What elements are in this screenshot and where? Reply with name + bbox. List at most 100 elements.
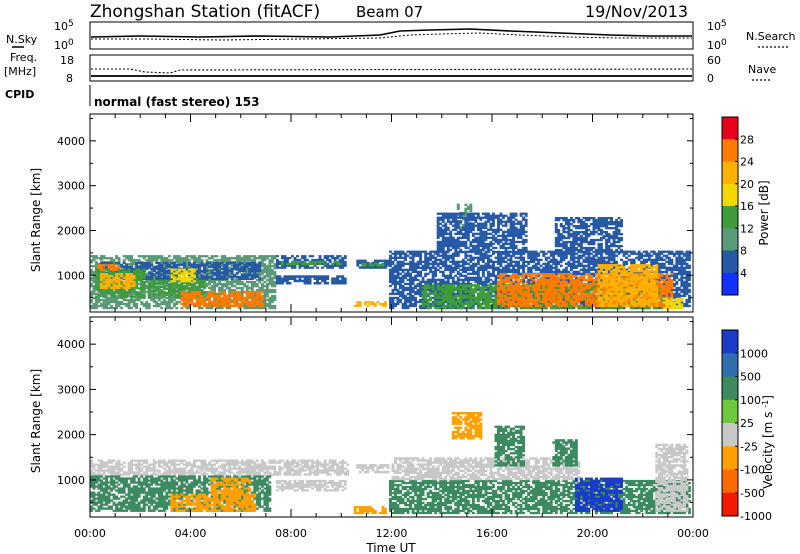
range-gate-cell <box>401 268 405 271</box>
range-gate-cell <box>502 266 505 269</box>
range-gate-cell <box>157 304 161 308</box>
range-gate-cell <box>562 270 566 273</box>
range-gate-cell <box>404 272 407 275</box>
range-gate-cell <box>225 296 229 300</box>
range-gate-cell <box>301 264 304 267</box>
range-gate-cell <box>361 259 365 263</box>
range-gate-cell <box>162 298 166 302</box>
range-gate-cell <box>125 263 129 267</box>
range-gate-cell <box>590 258 593 261</box>
range-gate-cell <box>263 259 267 262</box>
range-gate-cell <box>228 296 232 300</box>
range-gate-cell <box>647 252 651 255</box>
range-gate-cell <box>130 292 134 296</box>
range-gate-cell <box>225 263 229 267</box>
range-gate-cell <box>177 295 181 298</box>
range-gate-cell <box>135 304 139 308</box>
range-gate-cell <box>384 261 387 265</box>
range-gate-cell <box>172 272 176 275</box>
range-gate-cell <box>265 257 269 260</box>
range-gate-cell <box>389 284 392 288</box>
range-gate-cell <box>446 280 450 284</box>
range-gate-cell <box>592 268 596 271</box>
range-gate-cell <box>198 279 201 282</box>
range-gate-cell <box>92 259 96 262</box>
range-gate-cell <box>155 304 159 308</box>
range-gate-cell <box>487 264 490 267</box>
range-gate-cell <box>137 287 141 290</box>
range-gate-cell <box>100 282 103 286</box>
range-gate-cell <box>615 260 618 263</box>
range-gate-cell <box>203 269 206 273</box>
range-gate-cell <box>595 254 598 257</box>
range-gate-cell <box>512 260 515 263</box>
range-gate-cell <box>537 260 541 263</box>
range-gate-cell <box>165 277 169 281</box>
range-gate-cell <box>333 264 337 267</box>
range-gate-cell <box>323 282 327 285</box>
range-gate-cell <box>95 268 98 271</box>
range-gate-cell <box>394 292 397 296</box>
range-gate-cell <box>110 268 113 271</box>
range-gate-cell <box>552 262 556 265</box>
range-gate-cell <box>253 296 257 300</box>
range-gate-cell <box>451 282 455 286</box>
range-gate-cell <box>321 258 324 262</box>
range-gate-cell <box>316 282 319 285</box>
range-gate-cell <box>253 257 257 260</box>
range-gate-cell <box>273 304 277 308</box>
range-gate-cell <box>263 275 267 278</box>
range-gate-cell <box>175 257 179 260</box>
range-gate-cell <box>110 291 113 294</box>
range-gate-cell <box>245 287 249 290</box>
freq-frame <box>89 54 694 82</box>
range-gate-cell <box>95 267 98 270</box>
range-gate-cell <box>248 302 252 305</box>
range-gate-cell <box>135 285 139 288</box>
range-gate-cell <box>411 260 415 263</box>
range-gate-cell <box>125 298 129 302</box>
range-gate-cell <box>235 267 239 271</box>
range-gate-cell <box>409 260 412 263</box>
range-gate-cell <box>225 265 229 269</box>
range-gate-cell <box>602 268 606 271</box>
range-gate-cell <box>157 265 161 269</box>
range-gate-cell <box>130 257 134 260</box>
range-gate-cell <box>404 298 407 302</box>
range-gate-cell <box>587 266 591 269</box>
range-gate-cell <box>444 282 448 286</box>
range-gate-cell <box>451 258 455 261</box>
range-gate-cell <box>177 293 181 296</box>
range-gate-cell <box>331 266 335 269</box>
range-gate-cell <box>258 255 262 258</box>
range-gate-cell <box>223 283 227 286</box>
range-gate-cell <box>145 285 149 288</box>
range-gate-cell <box>519 272 523 275</box>
range-gate-cell <box>208 302 211 306</box>
range-gate-cell <box>142 269 146 273</box>
range-gate-cell <box>635 252 639 255</box>
range-gate-cell <box>476 268 480 271</box>
range-gate-cell <box>499 254 503 257</box>
range-gate-cell <box>293 262 297 266</box>
range-gate-cell <box>152 259 156 262</box>
range-gate-cell <box>107 298 111 302</box>
range-gate-cell <box>213 273 216 277</box>
range-gate-cell <box>255 296 259 300</box>
range-gate-cell <box>454 292 458 296</box>
range-gate-cell <box>208 271 211 274</box>
range-gate-cell <box>170 300 174 304</box>
range-gate-cell <box>112 306 116 310</box>
range-gate-cell <box>97 278 101 282</box>
range-gate-cell <box>456 250 460 253</box>
range-gate-cell <box>218 267 221 270</box>
range-gate-cell <box>115 294 118 298</box>
range-gate-cell <box>240 275 244 279</box>
range-gate-cell <box>100 289 103 292</box>
range-gate-cell <box>145 302 149 306</box>
range-gate-cell <box>552 256 556 259</box>
range-gate-cell <box>190 257 194 260</box>
range-gate-cell <box>401 262 405 265</box>
range-gate-cell <box>125 276 129 280</box>
range-gate-cell <box>434 272 438 275</box>
